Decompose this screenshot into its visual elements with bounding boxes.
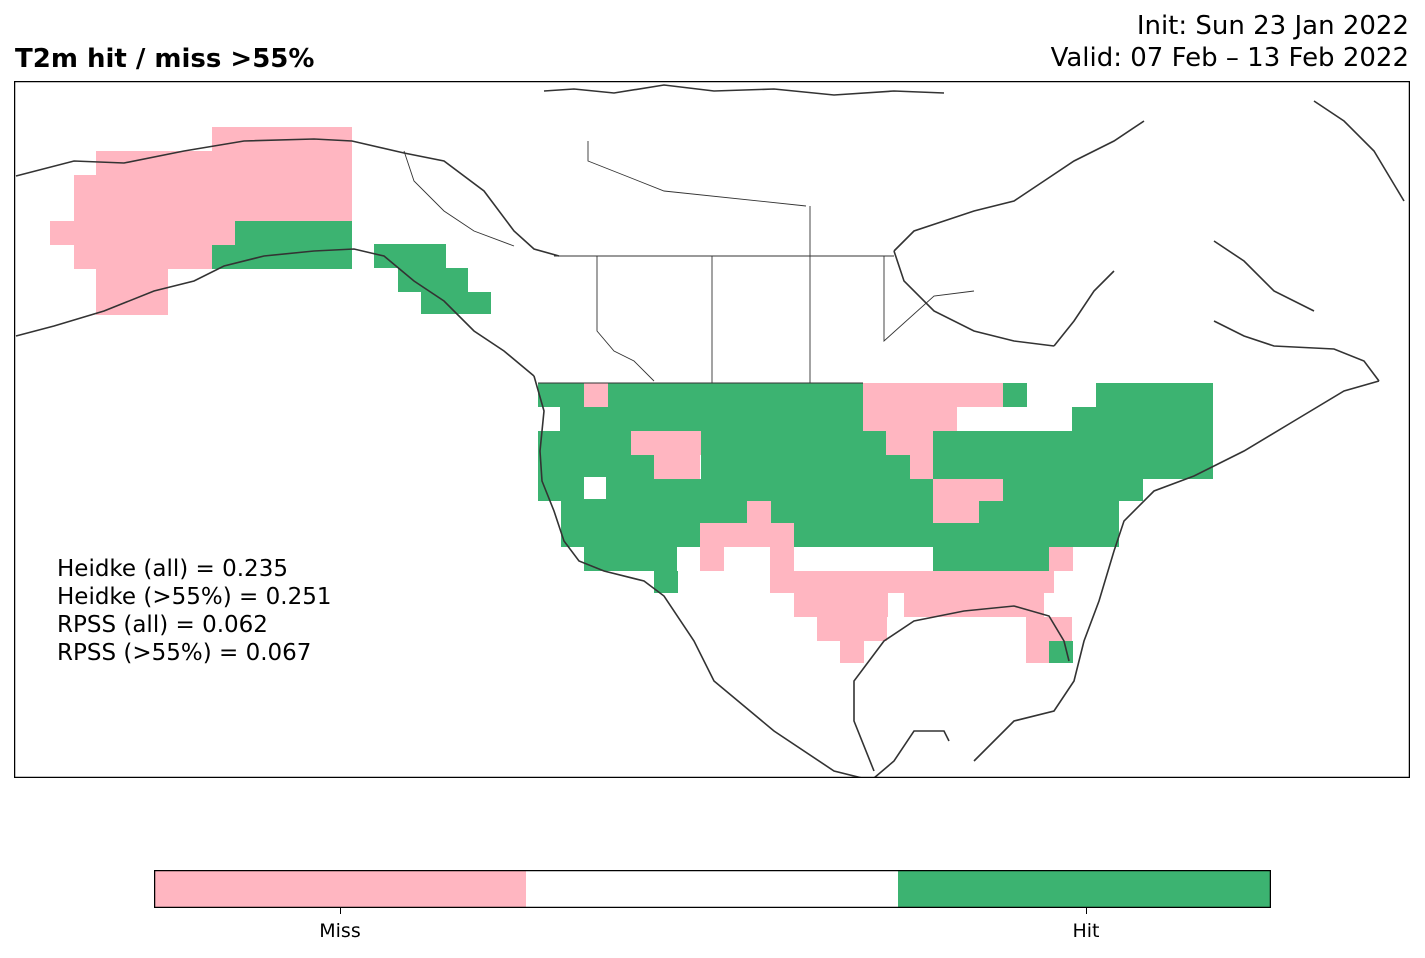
colorbar-miss [154, 870, 526, 908]
empty-cells [584, 477, 770, 593]
skill-scores: Heidke (all) = 0.235 Heidke (>55%) = 0.2… [57, 555, 331, 667]
colorbar-frame [154, 870, 1271, 908]
colorbar-neutral [526, 870, 898, 908]
init-date: Init: Sun 23 Jan 2022 [1136, 11, 1409, 41]
score-line: Heidke (>55%) = 0.251 [57, 584, 332, 610]
coastlines [15, 84, 1405, 778]
chart-title: T2m hit / miss >55% [15, 44, 315, 74]
colorbar [154, 870, 1271, 908]
legend-label-hit: Hit [1072, 920, 1100, 942]
score-line: RPSS (all) = 0.062 [57, 612, 268, 638]
colorbar-hit [898, 870, 1271, 908]
score-line: Heidke (all) = 0.235 [57, 556, 288, 582]
legend-label-miss: Miss [319, 920, 361, 942]
tick-hit [1086, 908, 1087, 914]
tick-miss [340, 908, 341, 914]
date-info: Init: Sun 23 Jan 2022 Valid: 07 Feb – 13… [1051, 10, 1409, 74]
hit-cells [212, 221, 1213, 663]
borders [403, 141, 975, 384]
map-frame [14, 81, 1410, 778]
forecast-map [14, 81, 1410, 778]
valid-period: Valid: 07 Feb – 13 Feb 2022 [1050, 43, 1409, 73]
miss-cells [50, 127, 1073, 663]
score-line: RPSS (>55%) = 0.067 [57, 640, 312, 666]
